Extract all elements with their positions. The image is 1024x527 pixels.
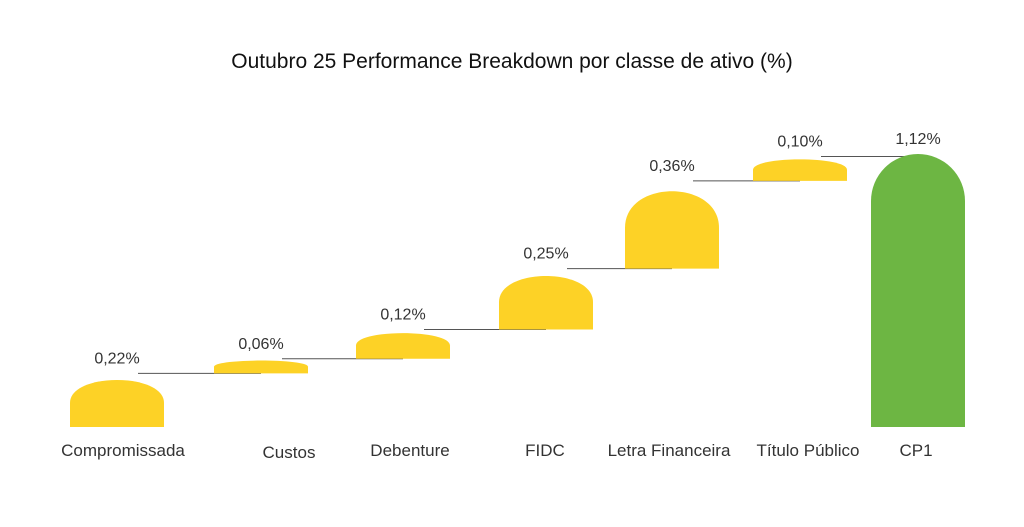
bar-custos xyxy=(214,360,308,374)
bars xyxy=(70,154,965,427)
value-label-fidc: 0,25% xyxy=(523,246,568,263)
bar-titulo-publico xyxy=(753,159,847,181)
chart-title: Outubro 25 Performance Breakdown por cla… xyxy=(231,50,793,73)
bar-fidc xyxy=(499,276,593,330)
bar-letra-financeira xyxy=(625,191,719,269)
category-label-cp1: CP1 xyxy=(899,441,932,460)
category-label-compromissada: Compromissada xyxy=(61,441,185,460)
category-labels: Compromissada Custos Debenture FIDC Letra Fi… xyxy=(61,441,932,462)
category-label-custos: Custos xyxy=(263,443,316,462)
value-label-cp1: 1,12% xyxy=(895,131,940,148)
category-label-letra-financeira: Letra Financeira xyxy=(608,441,731,460)
category-label-fidc: FIDC xyxy=(525,441,565,460)
category-label-titulo-publico: Título Público xyxy=(757,441,860,460)
category-label-debenture: Debenture xyxy=(370,441,449,460)
value-label-compromissada: 0,22% xyxy=(94,350,139,367)
value-labels: 0,22% 0,06% 0,12% 0,25% 0,36% 0,10% 1,12% xyxy=(94,131,940,367)
value-label-titulo-publico: 0,10% xyxy=(777,133,822,150)
bar-compromissada xyxy=(70,379,164,427)
value-label-custos: 0,06% xyxy=(238,336,283,353)
bar-debenture xyxy=(356,333,450,359)
bar-cp1 xyxy=(871,154,965,427)
value-label-debenture: 0,12% xyxy=(380,307,425,324)
value-label-letra-financeira: 0,36% xyxy=(649,158,694,175)
